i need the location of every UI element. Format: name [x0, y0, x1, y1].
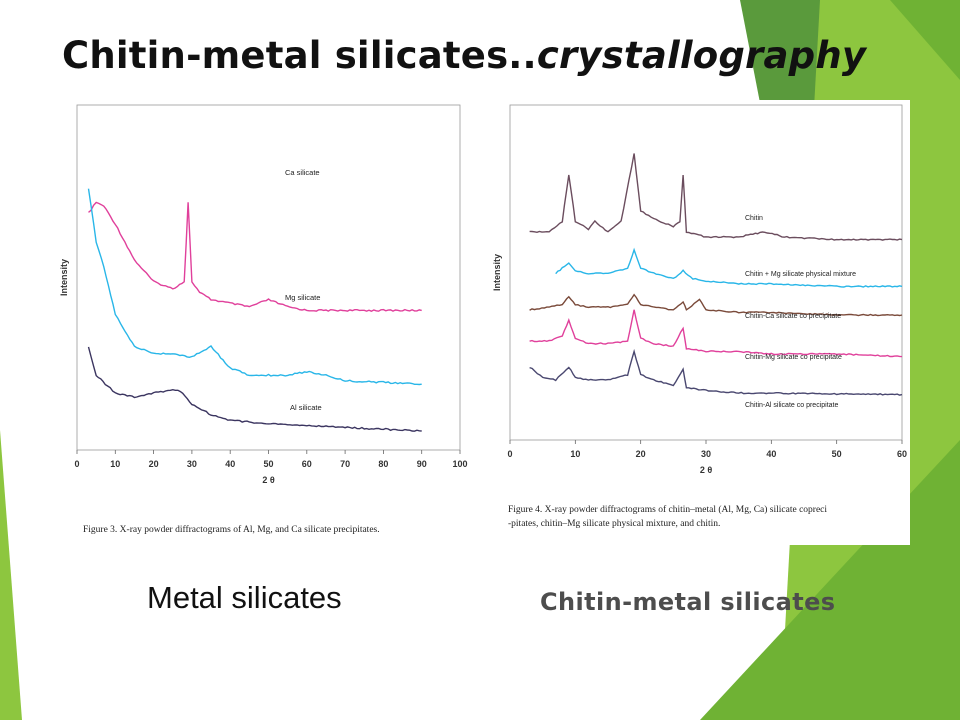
- x-tick-label: 10: [110, 459, 120, 469]
- figure-caption: -pitates, chitin–Mg silicate physical mi…: [508, 519, 720, 529]
- y-axis-label: Intensity: [59, 259, 69, 296]
- series-line: [529, 309, 903, 358]
- x-tick-label: 0: [507, 449, 512, 459]
- series-line: [87, 346, 422, 432]
- plot-frame: [509, 104, 903, 441]
- left-green-shape: [0, 430, 22, 720]
- figure-caption: Figure 3. X-ray powder diffractograms of…: [83, 524, 380, 535]
- series-line: [555, 247, 903, 288]
- x-tick-label: 60: [897, 449, 907, 459]
- x-tick-label: 40: [766, 449, 776, 459]
- x-tick-label: 20: [149, 459, 159, 469]
- x-tick-label: 20: [636, 449, 646, 459]
- series-label: Chitin-Ca silicate co precipitate: [745, 313, 841, 320]
- x-tick-label: 70: [340, 459, 350, 469]
- x-tick-label: 40: [225, 459, 235, 469]
- x-axis-label: 2 θ: [262, 475, 275, 485]
- series-label: Ca silicate: [285, 168, 320, 177]
- top-right-green-shape: [890, 0, 960, 80]
- series-label: Chitin: [745, 215, 763, 222]
- series-line: [88, 201, 422, 312]
- x-tick-label: 100: [452, 459, 467, 469]
- series-label: Al silicate: [290, 403, 322, 412]
- y-axis-label: Intensity: [492, 254, 502, 291]
- figure-3-chart: 0 10 20 30 40 50 60 70 80 90 100 2 θ Intensity Ca sil…: [59, 104, 468, 535]
- x-tick-label: 30: [187, 459, 197, 469]
- slide-title-italic: crystallography: [536, 34, 867, 77]
- series-line: [529, 348, 903, 396]
- series-line: [87, 188, 422, 386]
- x-tick-label: 0: [74, 459, 79, 469]
- x-tick-label: 90: [417, 459, 427, 469]
- series-line: [529, 153, 903, 241]
- plot-frame: [76, 104, 461, 451]
- x-tick-label: 50: [263, 459, 273, 469]
- series-label: Chitin + Mg silicate physical mixture: [745, 271, 856, 278]
- figure-3-panel: 0 10 20 30 40 50 60 70 80 90 100 2 θ Intensity Ca sil…: [55, 100, 475, 545]
- caption-chitin-metal-silicates: Chitin-metal silicates: [540, 588, 836, 616]
- x-axis-label: 2 θ: [700, 465, 713, 475]
- x-tick-label: 50: [832, 449, 842, 459]
- figure-caption: Figure 4. X-ray powder diffractograms of…: [508, 504, 827, 515]
- series-label: Chitin-Al silicate co precipitate: [745, 402, 838, 409]
- x-tick-label: 10: [570, 449, 580, 459]
- series-label: Chitin-Mg silicate co precipitate: [745, 354, 842, 361]
- x-tick-label: 80: [378, 459, 388, 469]
- figure-4-panel: 0 10 20 30 40 50 60 2 θ Intensity Chitin Chitin + …: [490, 100, 910, 545]
- x-tick-label: 30: [701, 449, 711, 459]
- figure-4-chart: 0 10 20 30 40 50 60 2 θ Intensity Chitin Chitin + …: [492, 104, 907, 529]
- x-tick-label: 60: [302, 459, 312, 469]
- series-line: [529, 293, 903, 317]
- slide-title: Chitin-metal silicates..crystallography: [62, 34, 866, 77]
- slide-title-main: Chitin-metal silicates..: [62, 34, 537, 77]
- series-label: Mg silicate: [285, 293, 320, 302]
- caption-metal-silicates: Metal silicates: [147, 580, 342, 615]
